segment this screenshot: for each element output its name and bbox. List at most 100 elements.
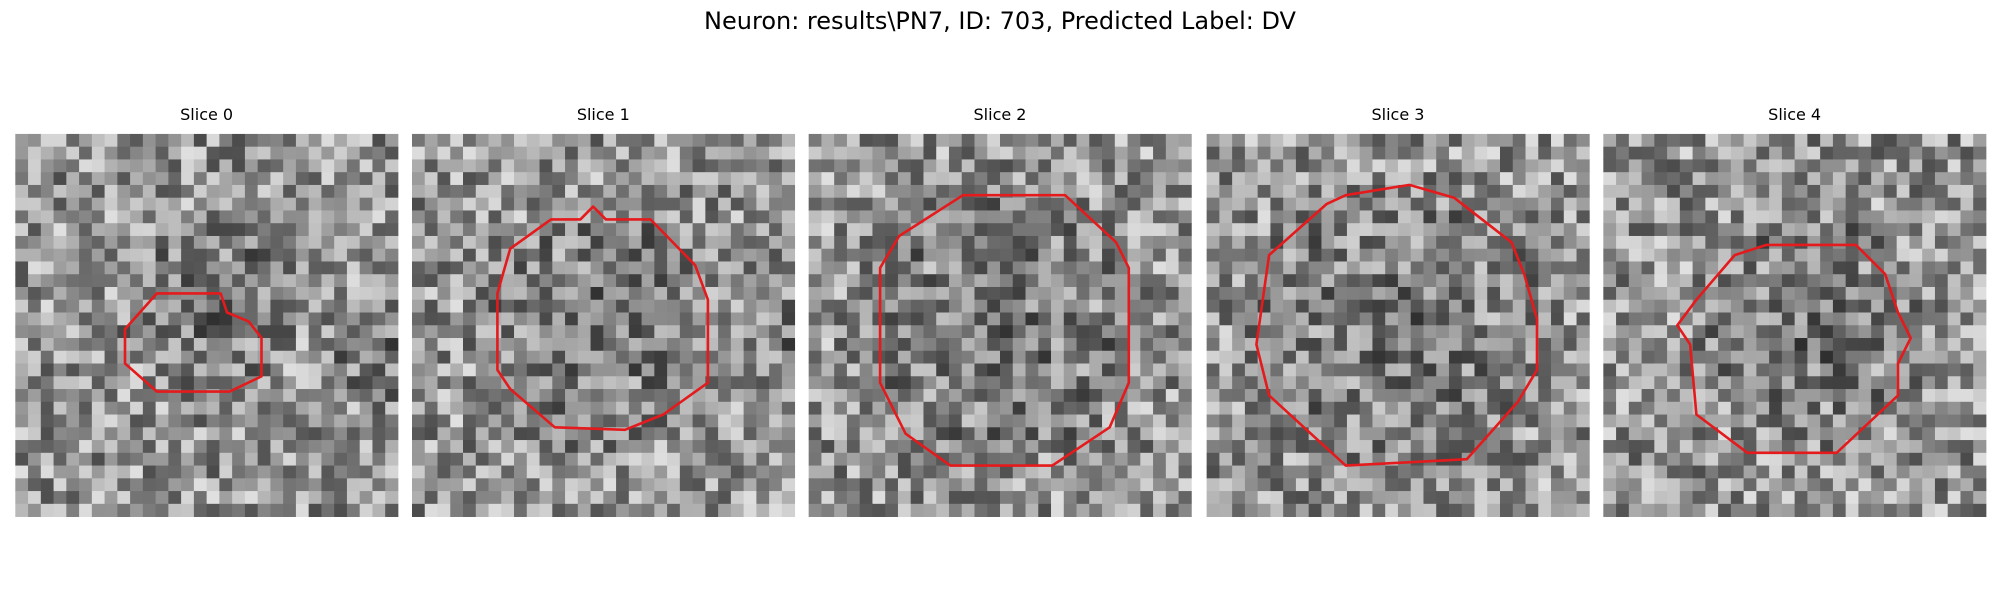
pixel <box>769 274 783 288</box>
pixel <box>552 299 566 313</box>
pixel <box>257 452 271 466</box>
pixel <box>1206 350 1220 364</box>
pixel <box>616 248 630 262</box>
pixel <box>1372 414 1386 428</box>
pixel <box>1051 376 1065 390</box>
pixel <box>1114 197 1128 211</box>
pixel <box>79 312 93 326</box>
pixel <box>501 325 515 339</box>
pixel <box>1667 235 1681 250</box>
pixel <box>718 440 732 454</box>
pixel <box>1436 491 1450 505</box>
pixel <box>283 299 297 313</box>
pixel <box>923 389 937 403</box>
pixel <box>142 197 157 211</box>
pixel <box>539 452 553 466</box>
pixel <box>1232 248 1246 262</box>
pixel <box>1718 325 1732 339</box>
pixel <box>1883 210 1898 224</box>
pixel <box>936 414 950 428</box>
pixel <box>846 503 861 517</box>
pixel <box>1025 261 1039 275</box>
pixel <box>769 503 783 517</box>
pixel <box>1089 452 1103 466</box>
pixel <box>1576 172 1590 186</box>
pixel <box>411 491 426 505</box>
pixel <box>1807 376 1821 390</box>
pixel <box>1667 325 1681 339</box>
pixel <box>577 401 591 415</box>
pixel <box>526 338 540 352</box>
pixel <box>181 274 195 288</box>
pixel <box>1576 286 1590 301</box>
pixel <box>1178 235 1192 250</box>
pixel <box>936 274 950 288</box>
pixel <box>1487 478 1501 492</box>
pixel <box>1807 146 1821 160</box>
pixel <box>1973 427 1987 441</box>
pixel <box>730 133 745 148</box>
pixel <box>244 338 259 352</box>
pixel <box>1140 414 1154 428</box>
pixel <box>1832 503 1847 517</box>
pixel <box>1410 146 1424 160</box>
pixel <box>1448 478 1463 492</box>
pixel <box>718 261 732 275</box>
pixel <box>1308 478 1322 492</box>
pixel <box>526 248 540 262</box>
pixel <box>654 465 668 479</box>
pixel <box>692 452 706 466</box>
pixel <box>1654 274 1668 288</box>
pixel <box>705 503 719 517</box>
pixel <box>1127 210 1141 224</box>
pixel <box>424 376 438 390</box>
pixel <box>1295 172 1310 186</box>
pixel <box>1244 248 1259 262</box>
pixel <box>257 223 271 237</box>
pixel <box>1372 503 1386 517</box>
pixel <box>232 223 246 237</box>
pixel <box>40 223 54 237</box>
pixel <box>1628 401 1642 415</box>
pixel <box>1641 223 1655 237</box>
pixel <box>346 503 361 517</box>
pixel <box>1219 235 1233 250</box>
pixel <box>270 465 284 479</box>
pixel <box>897 376 912 390</box>
pixel <box>1283 350 1297 364</box>
pixel <box>1359 503 1373 517</box>
pixel <box>1718 363 1732 377</box>
pixel <box>1743 146 1757 160</box>
pixel <box>385 261 399 275</box>
pixel <box>1616 312 1630 326</box>
pixel <box>1756 414 1770 428</box>
pixel <box>846 210 861 224</box>
pixel <box>117 223 131 237</box>
pixel <box>1641 197 1655 211</box>
pixel <box>1140 133 1154 148</box>
pixel <box>897 465 912 479</box>
pixel <box>1051 159 1065 173</box>
pixel <box>910 159 924 173</box>
pixel <box>334 159 348 173</box>
pixel <box>295 197 310 211</box>
pixel <box>743 146 757 160</box>
pixel <box>372 146 386 160</box>
pixel <box>1127 172 1141 186</box>
pixel <box>692 478 706 492</box>
pixel <box>667 427 681 441</box>
pixel <box>1769 274 1783 288</box>
pixel <box>1372 159 1386 173</box>
pixel <box>359 452 373 466</box>
pixel <box>168 452 182 466</box>
pixel <box>641 159 655 173</box>
pixel <box>1820 401 1834 415</box>
pixel <box>590 184 604 199</box>
pixel <box>514 312 528 326</box>
pixel <box>692 248 706 262</box>
pixel <box>385 223 399 237</box>
pixel <box>1756 440 1770 454</box>
pixel <box>769 414 783 428</box>
pixel <box>1372 427 1386 441</box>
pixel <box>1114 363 1128 377</box>
